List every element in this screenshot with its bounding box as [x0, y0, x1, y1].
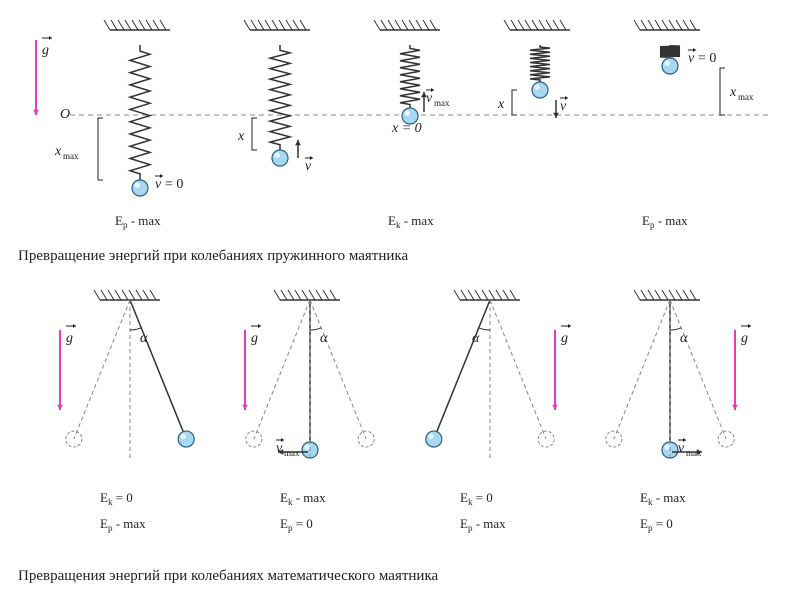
- svg-text:v: v: [688, 51, 695, 66]
- svg-text:α: α: [140, 331, 148, 346]
- svg-text:max: max: [686, 448, 702, 458]
- svg-text:max: max: [738, 92, 754, 102]
- svg-text:g: g: [66, 331, 73, 346]
- svg-text:α: α: [472, 331, 480, 346]
- svg-text:x: x: [729, 85, 737, 100]
- svg-text:Ek = 0: Ek = 0: [100, 490, 133, 507]
- svg-text:x = 0: x = 0: [391, 121, 422, 136]
- svg-text:g: g: [251, 331, 258, 346]
- svg-text:Ek - max: Ek - max: [388, 213, 434, 230]
- pendulum-caption: Превращения энергий при колебаниях матем…: [18, 568, 438, 585]
- svg-text:v: v: [678, 441, 685, 456]
- physics-diagram: gOv = 0xmaxEp - maxvxvmaxx = 0Ek - maxvx…: [0, 0, 800, 600]
- svg-text:α: α: [680, 331, 688, 346]
- svg-text:Ep - max: Ep - max: [115, 213, 161, 230]
- svg-text:O: O: [60, 107, 70, 122]
- svg-text:v: v: [276, 441, 283, 456]
- svg-text:x: x: [237, 129, 245, 144]
- spring-caption: Превращение энергий при колебаниях пружи…: [18, 248, 408, 265]
- svg-text:g: g: [561, 331, 568, 346]
- svg-text:Ep - max: Ep - max: [460, 516, 506, 533]
- svg-text:v: v: [305, 159, 312, 174]
- svg-text:= 0: = 0: [698, 51, 716, 66]
- svg-text:v: v: [426, 91, 433, 106]
- svg-text:x: x: [54, 144, 62, 159]
- svg-text:α: α: [320, 331, 328, 346]
- svg-text:v: v: [155, 177, 162, 192]
- svg-text:Ep - max: Ep - max: [642, 213, 688, 230]
- svg-text:max: max: [284, 448, 300, 458]
- svg-text:Ek - max: Ek - max: [280, 490, 326, 507]
- svg-text:v: v: [560, 99, 567, 114]
- svg-text:= 0: = 0: [165, 177, 183, 192]
- svg-text:Ep = 0: Ep = 0: [640, 516, 673, 533]
- svg-text:Ep - max: Ep - max: [100, 516, 146, 533]
- svg-text:Ek = 0: Ek = 0: [460, 490, 493, 507]
- svg-text:g: g: [741, 331, 748, 346]
- svg-text:Ek - max: Ek - max: [640, 490, 686, 507]
- svg-text:max: max: [63, 151, 79, 161]
- svg-text:Ep = 0: Ep = 0: [280, 516, 313, 533]
- svg-text:max: max: [434, 98, 450, 108]
- svg-text:x: x: [497, 97, 505, 112]
- svg-text:g: g: [42, 43, 49, 58]
